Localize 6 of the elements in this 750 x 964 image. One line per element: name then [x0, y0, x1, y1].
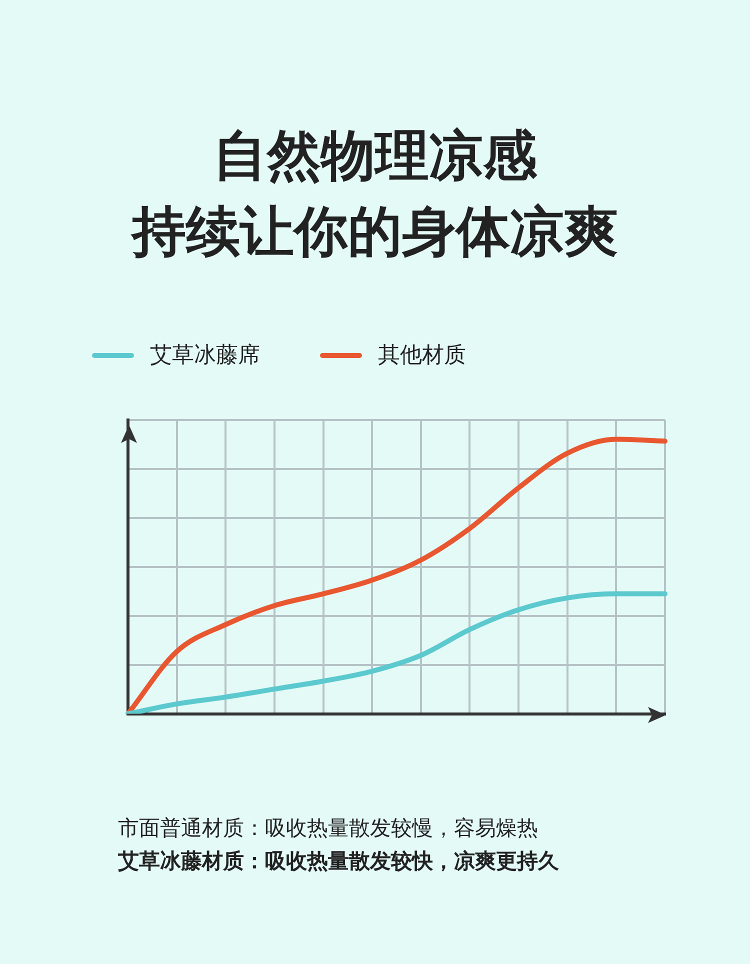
text: 市面普通材质：吸收热量散发较慢，容易燥热 — [118, 815, 539, 842]
chart-subtitle: 持续让你的身体凉爽 — [130, 199, 619, 265]
text: 艾草冰藤材质：吸收热量散发较快，凉爽更持久 — [118, 848, 559, 875]
legend-label: 其他材质 — [378, 342, 466, 370]
chart-title: 自然物理凉感 — [212, 123, 538, 189]
legend-label: 艾草冰藤席 — [150, 342, 260, 370]
